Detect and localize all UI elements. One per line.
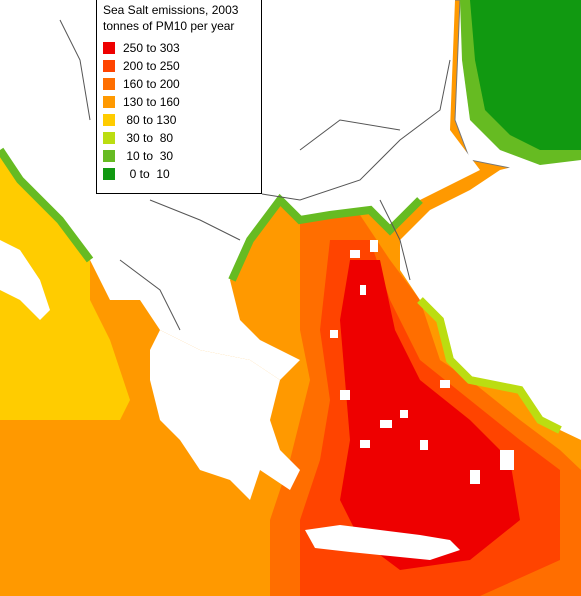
legend-item: 30 to 80 — [103, 130, 253, 146]
zone-red — [340, 260, 520, 570]
coast-fringe-adriatic — [0, 147, 94, 263]
legend-swatch — [103, 60, 115, 72]
legend-label: 200 to 250 — [123, 59, 180, 73]
legend-swatch — [103, 42, 115, 54]
islands — [330, 240, 514, 484]
legend-swatch — [103, 114, 115, 126]
legend-label: 80 to 130 — [123, 113, 177, 127]
legend-swatch — [103, 132, 115, 144]
legend-label: 130 to 160 — [123, 95, 180, 109]
legend-swatch — [103, 96, 115, 108]
legend-swatch — [103, 78, 115, 90]
legend-label: 250 to 303 — [123, 41, 180, 55]
legend-item: 80 to 130 — [103, 112, 253, 128]
legend-subtitle: tonnes of PM10 per year — [103, 19, 235, 33]
land-greece — [150, 330, 300, 500]
legend-label: 30 to 80 — [123, 131, 174, 145]
land-crete — [305, 525, 460, 560]
legend: Sea Salt emissions, 2003 tonnes of PM10 … — [96, 0, 262, 194]
legend-title: Sea Salt emissions, 2003 — [103, 3, 239, 17]
zone-blacksea-deep — [470, 0, 581, 150]
legend-item: 250 to 303 — [103, 40, 253, 56]
coast-fringe-anatolia — [417, 297, 562, 434]
legend-swatch — [103, 150, 115, 162]
legend-item: 10 to 30 — [103, 148, 253, 164]
legend-label: 0 to 10 — [123, 167, 170, 181]
legend-item: 0 to 10 — [103, 166, 253, 182]
land-italy — [0, 240, 50, 320]
legend-label: 160 to 200 — [123, 77, 180, 91]
land-anatolia — [400, 150, 581, 440]
zone-yellow-west — [0, 150, 130, 420]
legend-label: 10 to 30 — [123, 149, 174, 163]
legend-item: 160 to 200 — [103, 76, 253, 92]
legend-item: 130 to 160 — [103, 94, 253, 110]
legend-item: 200 to 250 — [103, 58, 253, 74]
coast-fringe-north — [228, 193, 423, 282]
country-borders — [59, 19, 451, 331]
legend-swatch — [103, 168, 115, 180]
